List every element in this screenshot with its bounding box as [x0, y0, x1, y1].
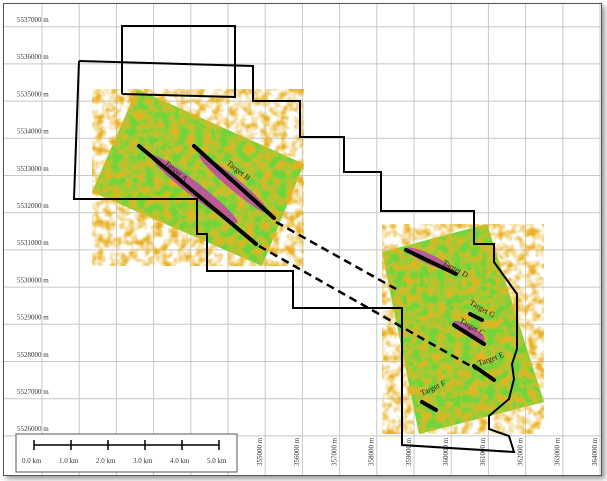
target-lines [137, 144, 496, 412]
scale-label: 2.0 km [96, 457, 116, 465]
x-axis-label: 355000 m [256, 437, 264, 466]
correlation-lines [258, 220, 477, 371]
y-axis-label: 5530000 m [17, 276, 49, 284]
y-axis-labels: 5537000 m 5536000 m 5535000 m 5534000 m 5533… [17, 16, 49, 433]
scale-label: 3.0 km [133, 457, 153, 465]
scale-bar: 0.0 km 1.0 km 2.0 km 3.0 km 4.0 km 5.0 km [15, 433, 238, 473]
x-axis-label: 359000 m [405, 437, 413, 466]
x-axis-label: 361000 m [479, 437, 487, 466]
x-axis-label: 363000 m [554, 437, 562, 466]
map-canvas[interactable]: 5537000 m 5536000 m 5535000 m 5534000 m 5533… [4, 4, 601, 475]
map-view[interactable]: 5537000 m 5536000 m 5535000 m 5534000 m 5533… [3, 3, 602, 476]
y-axis-label: 5533000 m [17, 165, 49, 173]
y-axis-label: 5527000 m [17, 388, 49, 396]
y-axis-label: 5537000 m [17, 16, 49, 24]
x-axis-label: 357000 m [330, 437, 338, 466]
y-axis-label: 5534000 m [17, 128, 49, 136]
anomaly-patch-west [92, 89, 304, 266]
y-axis-label: 5528000 m [17, 351, 49, 359]
y-axis-label: 5529000 m [17, 314, 49, 322]
y-axis-label: 5532000 m [17, 202, 49, 210]
y-axis-label: 5535000 m [17, 90, 49, 98]
y-axis-label: 5536000 m [17, 53, 49, 61]
x-axis-label: 364000 m [591, 437, 599, 466]
y-axis-label: 5531000 m [17, 239, 49, 247]
scale-label: 0.0 km [22, 457, 42, 465]
scale-label: 1.0 km [59, 457, 79, 465]
y-axis-label: 5526000 m [17, 425, 49, 433]
property-boundary [72, 25, 518, 454]
scale-label: 4.0 km [170, 457, 190, 465]
x-axis-label: 356000 m [293, 437, 301, 466]
x-axis-label: 360000 m [442, 437, 450, 466]
x-axis-label: 362000 m [516, 437, 524, 466]
scale-label: 5.0 km [207, 457, 227, 465]
x-axis-labels: 355000 m 356000 m 357000 m 358000 m 359000 m… [256, 437, 599, 466]
x-axis-label: 358000 m [368, 437, 376, 466]
